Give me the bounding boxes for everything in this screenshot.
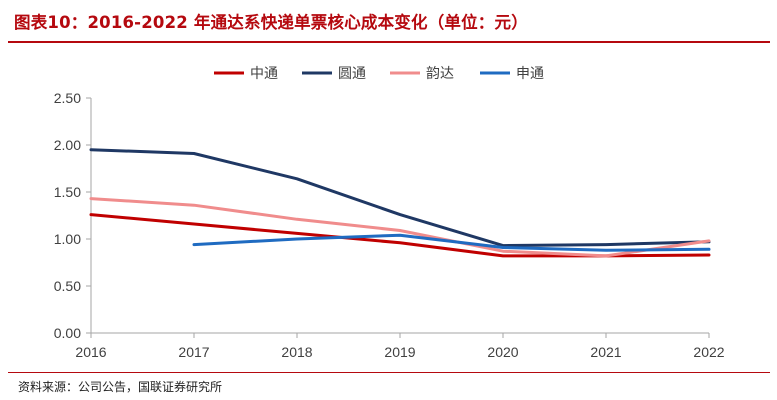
source-divider: [8, 372, 770, 373]
legend-label: 圆通: [338, 65, 366, 81]
y-tick-label: 1.50: [54, 184, 81, 200]
title-bar: 图表10：2016-2022 年通达系快递单票核心成本变化（单位：元）: [0, 0, 777, 44]
x-tick-label: 2018: [281, 344, 312, 360]
title-divider: [8, 41, 770, 43]
x-tick-label: 2019: [384, 344, 415, 360]
y-tick-label: 2.00: [54, 137, 81, 153]
line-chart: 0.00 0.50 1.00 1.50 2.00 2.50 2016 2017 2018 2019…: [54, 65, 725, 360]
y-tick-label: 1.00: [54, 231, 81, 247]
y-tick-label: 0.00: [54, 325, 81, 341]
legend-label: 韵达: [426, 65, 454, 81]
x-tick-label: 2020: [487, 344, 518, 360]
y-tick-label: 0.50: [54, 278, 81, 294]
chart-title: 图表10：2016-2022 年通达系快递单票核心成本变化（单位：元）: [14, 13, 528, 32]
series-line-2: [89, 148, 711, 248]
legend-label: 申通: [516, 65, 544, 81]
x-tick-label: 2022: [693, 344, 724, 360]
series-line-4: [192, 233, 711, 252]
series-line-3: [89, 197, 711, 258]
source-note: 资料来源：公司公告，国联证券研究所: [18, 380, 223, 394]
x-tick-label: 2016: [75, 344, 106, 360]
x-tick-label: 2021: [590, 344, 621, 360]
chart-area: 0.00 0.50 1.00 1.50 2.00 2.50 2016 2017 2018 2019…: [0, 46, 777, 370]
legend-label: 中通: [250, 65, 278, 81]
x-tick-label: 2017: [178, 344, 209, 360]
y-tick-label: 2.50: [54, 90, 81, 106]
